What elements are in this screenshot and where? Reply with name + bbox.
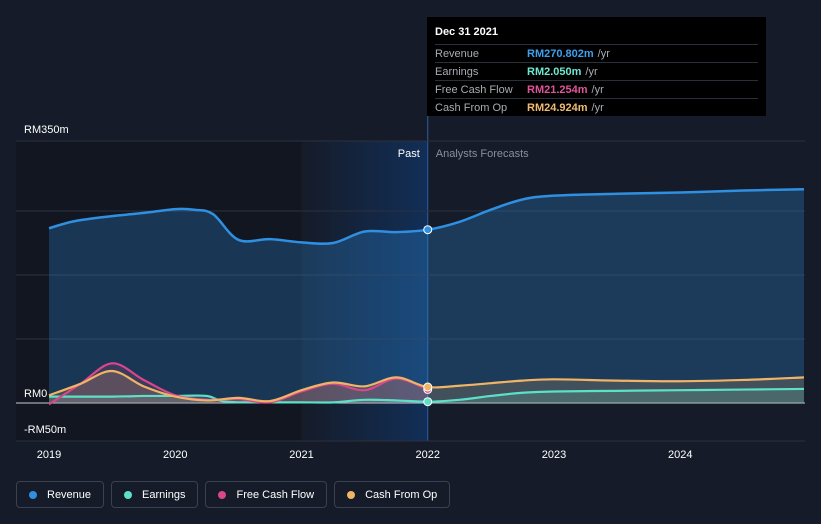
tooltip-label: Cash From Op [435,101,508,114]
x-tick-label: 2020 [163,449,187,461]
forecast-label: Analysts Forecasts [436,148,529,160]
data-tooltip: Dec 31 2021 Revenue RM270.802m /yr Earni… [427,17,766,116]
x-tick-label: 2022 [416,449,440,461]
x-tick-label: 2021 [289,449,313,461]
y-tick-label: RM350m [24,124,69,136]
legend-label: Revenue [47,488,92,501]
tooltip-date: Dec 31 2021 [435,26,498,38]
legend-label: Earnings [142,488,186,501]
tooltip-value: RM24.924m [527,101,588,114]
legend-dot-icon [124,490,133,499]
x-tick-label: 2019 [37,449,61,461]
past-label: Past [398,148,420,160]
x-tick-label: 2023 [542,449,566,461]
tooltip-value: RM2.050m [527,65,582,78]
tooltip-value: RM21.254m [527,83,588,96]
x-tick-label: 2024 [668,449,692,461]
data-point-earnings [423,397,433,407]
tooltip-label: Free Cash Flow [435,83,513,96]
series-area-free-cash-flow [49,363,428,405]
tooltip-value: RM270.802m [527,47,594,60]
tooltip-label: Revenue [435,47,480,60]
legend-item-revenue[interactable]: Revenue [16,481,105,508]
y-tick-label: RM0 [24,388,47,400]
data-point-revenue [423,225,433,235]
data-point-cash-from-op [423,382,433,392]
legend-label: Cash From Op [365,488,438,501]
series-line-revenue [48,187,805,246]
tooltip-row-revenue: Revenue RM270.802m /yr [435,44,758,62]
legend-label: Free Cash Flow [236,488,315,501]
tooltip-row-cash-from-op: Cash From Op RM24.924m /yr [435,98,758,116]
tooltip-row-earnings: Earnings RM2.050m /yr [435,62,758,80]
y-tick-label: -RM50m [24,424,66,436]
tooltip-unit: /yr [591,101,604,114]
legend-dot-icon [218,490,227,499]
tooltip-unit: /yr [597,47,610,60]
legend-item-earnings[interactable]: Earnings [111,481,199,508]
series-line-free-cash-flow [48,362,429,406]
tooltip-label: Earnings [435,65,479,78]
series-area-revenue [49,189,804,403]
series-line-cash-from-op [48,369,805,403]
legend-item-cash-from-op[interactable]: Cash From Op [334,481,451,508]
legend-dot-icon [29,490,37,499]
tooltip-unit: /yr [591,83,604,96]
series-area-earnings [49,388,804,403]
tooltip-row-free-cash-flow: Free Cash Flow RM21.254m /yr [435,80,758,98]
legend-item-free-cash-flow[interactable]: Free Cash Flow [205,481,328,508]
chart-legend: Revenue Earnings Free Cash Flow Cash Fro… [16,481,451,508]
legend-dot-icon [347,490,356,499]
tooltip-unit: /yr [585,65,598,78]
